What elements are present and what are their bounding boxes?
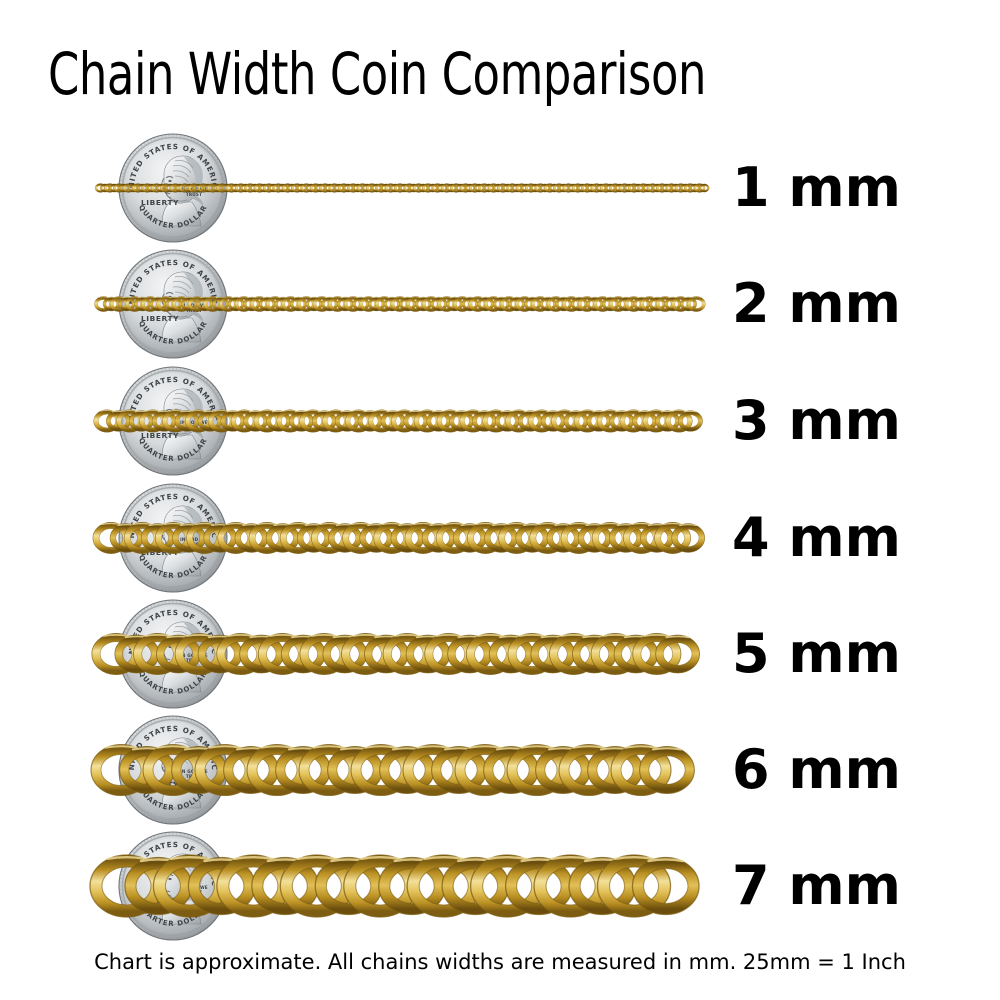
svg-text:LIBERTY: LIBERTY bbox=[141, 198, 179, 207]
chain-size-label-7mm: 7 mm bbox=[732, 854, 901, 917]
svg-text:LIBERTY: LIBERTY bbox=[141, 780, 179, 789]
quarter-coin-icon: UNITED STATES OF AMERICA QUARTER DOLLAR … bbox=[118, 599, 228, 709]
svg-text:TRUST: TRUST bbox=[186, 774, 202, 779]
chain-size-label-2mm: 2 mm bbox=[732, 272, 901, 335]
svg-text:LIBERTY: LIBERTY bbox=[141, 431, 179, 440]
svg-text:LIBERTY: LIBERTY bbox=[141, 896, 179, 905]
chain-row-5mm: UNITED STATES OF AMERICA QUARTER DOLLAR … bbox=[0, 596, 1000, 712]
quarter-coin-icon: UNITED STATES OF AMERICA QUARTER DOLLAR … bbox=[118, 715, 228, 825]
footer-note: Chart is approximate. All chains widths … bbox=[94, 950, 906, 974]
chain-row-4mm: UNITED STATES OF AMERICA QUARTER DOLLAR … bbox=[0, 480, 1000, 596]
chain-row-2mm: UNITED STATES OF AMERICA QUARTER DOLLAR … bbox=[0, 246, 1000, 362]
svg-text:TRUST: TRUST bbox=[186, 425, 202, 430]
chain-size-label-3mm: 3 mm bbox=[732, 389, 901, 452]
svg-text:TRUST: TRUST bbox=[186, 308, 202, 313]
svg-text:TRUST: TRUST bbox=[186, 542, 202, 547]
svg-text:LIBERTY: LIBERTY bbox=[141, 314, 179, 323]
chain-size-label-4mm: 4 mm bbox=[732, 506, 901, 569]
quarter-coin-icon: UNITED STATES OF AMERICA QUARTER DOLLAR … bbox=[118, 249, 228, 359]
quarter-coin-icon: UNITED STATES OF AMERICA QUARTER DOLLAR … bbox=[118, 831, 228, 941]
svg-text:LIBERTY: LIBERTY bbox=[141, 548, 179, 557]
svg-text:LIBERTY: LIBERTY bbox=[141, 664, 179, 673]
quarter-coin-icon: UNITED STATES OF AMERICA QUARTER DOLLAR … bbox=[118, 133, 228, 243]
quarter-coin-icon: UNITED STATES OF AMERICA QUARTER DOLLAR … bbox=[118, 366, 228, 476]
chain-row-7mm: UNITED STATES OF AMERICA QUARTER DOLLAR … bbox=[0, 828, 1000, 944]
svg-text:TRUST: TRUST bbox=[186, 658, 202, 663]
chain-size-label-6mm: 6 mm bbox=[732, 738, 901, 801]
chain-size-label-1mm: 1 mm bbox=[732, 156, 901, 219]
chain-row-6mm: UNITED STATES OF AMERICA QUARTER DOLLAR … bbox=[0, 712, 1000, 828]
quarter-coin-icon: UNITED STATES OF AMERICA QUARTER DOLLAR … bbox=[118, 483, 228, 593]
page-title: Chain Width Coin Comparison bbox=[48, 40, 707, 108]
svg-text:TRUST: TRUST bbox=[186, 192, 202, 197]
chain-size-label-5mm: 5 mm bbox=[732, 622, 901, 685]
svg-text:TRUST: TRUST bbox=[186, 890, 202, 895]
chain-row-3mm: UNITED STATES OF AMERICA QUARTER DOLLAR … bbox=[0, 363, 1000, 479]
chain-row-1mm: UNITED STATES OF AMERICA QUARTER DOLLAR … bbox=[0, 130, 1000, 246]
